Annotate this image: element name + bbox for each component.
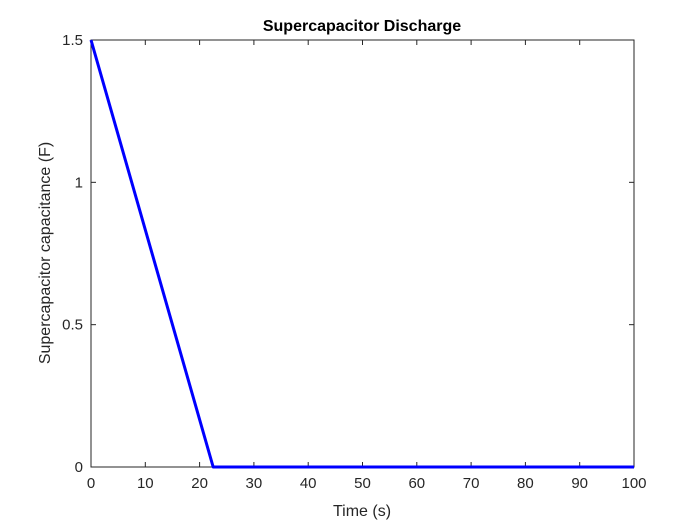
x-tick-label: 100 (621, 475, 646, 492)
x-tick-label: 40 (300, 475, 317, 492)
axes-box (90, 39, 635, 468)
y-tick-label: 1.5 (62, 32, 83, 49)
series-line (89, 39, 634, 469)
x-tick-label: 60 (408, 475, 425, 492)
y-axis-label: Supercapacitor capacitance (F) (37, 142, 54, 364)
x-tick-label: 90 (571, 475, 588, 492)
chart-title: Supercapacitor Discharge (263, 18, 461, 35)
y-tick-label: 1 (75, 174, 83, 191)
x-tick-label: 30 (246, 475, 263, 492)
y-tick-label: 0.5 (62, 317, 83, 334)
x-tick-label: 80 (517, 475, 534, 492)
y-tick-label: 0 (75, 459, 83, 476)
x-tick-label: 20 (191, 475, 208, 492)
x-tick-label: 50 (354, 475, 371, 492)
x-tick-label: 70 (463, 475, 480, 492)
x-tick-label: 10 (137, 475, 154, 492)
x-axis-label: Time (s) (333, 503, 391, 520)
plot-area: 0 10 20 30 40 50 60 70 80 90 100 0 0.5 1 1.5 (62, 32, 646, 492)
x-tick-label: 0 (87, 475, 95, 492)
